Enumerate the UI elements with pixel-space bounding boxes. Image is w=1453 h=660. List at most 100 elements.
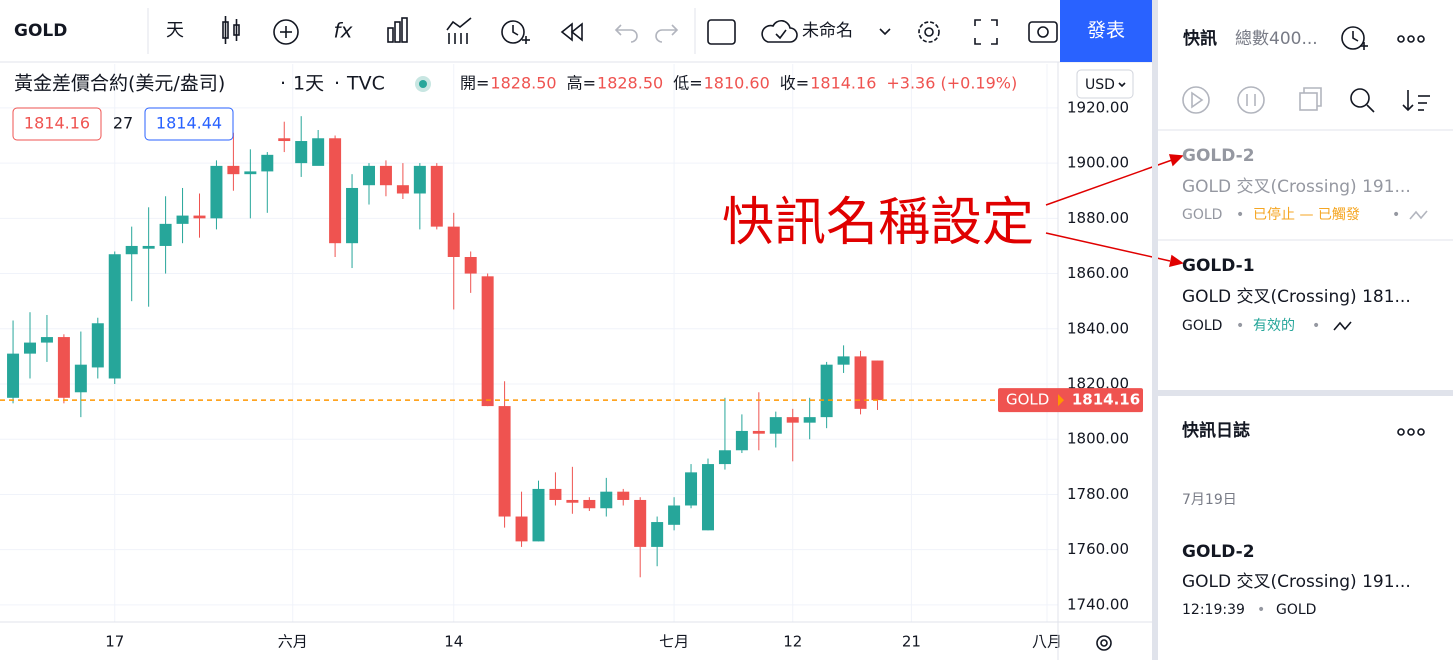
candle-body xyxy=(634,499,647,547)
bid-price[interactable]: 1814.16 xyxy=(24,114,90,133)
dot: · xyxy=(334,73,340,95)
candle-body xyxy=(871,360,884,401)
clone-icon[interactable] xyxy=(1299,87,1322,111)
alert-icon[interactable] xyxy=(501,20,530,44)
ohlc-value: 1828.50 xyxy=(597,74,663,93)
undo-icon[interactable] xyxy=(614,24,638,43)
candle-type-icon[interactable] xyxy=(222,16,240,44)
candle-body xyxy=(57,337,70,398)
candle-body xyxy=(701,464,714,531)
pause-icon[interactable] xyxy=(1237,86,1265,114)
candle-body xyxy=(515,516,528,542)
ohlc-label: 開= xyxy=(460,74,489,93)
candle-body xyxy=(786,417,799,423)
spread: 27 xyxy=(113,114,133,133)
candle-body xyxy=(854,356,867,409)
annotation-arrows xyxy=(1045,154,1184,268)
candle-body xyxy=(24,342,37,354)
last-price-symbol: GOLD xyxy=(1006,391,1049,409)
interval-button[interactable]: 天 xyxy=(166,20,184,41)
symbol[interactable]: GOLD xyxy=(14,21,67,41)
compare-icon[interactable] xyxy=(446,17,472,44)
candle-body xyxy=(125,245,138,255)
log-name[interactable]: GOLD-2 xyxy=(1182,542,1255,562)
layout-dropdown[interactable] xyxy=(879,28,891,36)
candle-body xyxy=(176,215,189,224)
replay-icon[interactable] xyxy=(560,22,583,42)
add-indicator-icon[interactable] xyxy=(273,19,299,45)
candle-body xyxy=(498,406,511,517)
fullscreen-layout-icon[interactable] xyxy=(707,19,736,45)
candle-body xyxy=(752,430,765,434)
currency-dropdown[interactable] xyxy=(1118,82,1126,88)
candle-body xyxy=(379,165,392,186)
y-tick-label: 1780.00 xyxy=(1067,485,1129,503)
sort-icon[interactable] xyxy=(1402,90,1430,112)
start-icon[interactable] xyxy=(1182,86,1210,114)
ohlc-label: 收= xyxy=(780,74,809,93)
search-icon[interactable] xyxy=(1350,88,1375,113)
templates-icon[interactable] xyxy=(387,17,408,43)
candle-body xyxy=(346,187,359,244)
more-icon[interactable] xyxy=(1397,428,1425,436)
candle-body xyxy=(532,488,545,542)
currency-label[interactable]: USD xyxy=(1085,77,1115,93)
chart-interval: 1天 xyxy=(293,73,324,95)
axis-settings-icon[interactable] xyxy=(1096,635,1112,651)
y-tick-label: 1820.00 xyxy=(1067,375,1129,393)
candle-body xyxy=(651,522,664,547)
alert-name[interactable]: GOLD-1 xyxy=(1182,256,1255,276)
candle-body xyxy=(108,254,121,379)
ohlc-legend: 開= 1828.50 高= 1828.50 低= 1810.60 收= 1814.16 +3.3… xyxy=(460,74,1017,93)
y-tick-label: 1880.00 xyxy=(1067,209,1129,227)
x-tick-label: 14 xyxy=(444,633,463,651)
indicators-icon[interactable]: fx xyxy=(334,19,353,43)
candle-body xyxy=(329,138,342,244)
snapshot-icon[interactable] xyxy=(1028,21,1058,43)
fullscreen-icon[interactable] xyxy=(974,19,998,45)
bid-box[interactable] xyxy=(12,107,102,141)
candle-body xyxy=(142,245,155,249)
cloud-icon[interactable] xyxy=(761,20,798,43)
candle-body xyxy=(583,499,596,509)
ohlc-value: 1810.60 xyxy=(704,74,770,93)
candle-body xyxy=(227,165,240,175)
alert-status: 已停止 — 已觸發 xyxy=(1253,206,1360,223)
candle-body xyxy=(430,165,443,227)
alert-symbol: GOLD xyxy=(1182,207,1222,223)
ohlc-value: 1828.50 xyxy=(490,74,556,93)
ohlc-label: 高= xyxy=(567,74,596,93)
alerts-total: 總數400... xyxy=(1235,29,1318,49)
crossing-icon xyxy=(1333,321,1352,331)
log-time: 12:19:39 xyxy=(1182,602,1245,618)
candle-body xyxy=(210,165,223,219)
settings-icon[interactable] xyxy=(918,21,940,43)
publish-label[interactable]: 發表 xyxy=(1087,20,1125,42)
candle-body xyxy=(396,185,409,194)
y-tick-label: 1860.00 xyxy=(1067,264,1129,282)
y-tick-label: 1740.00 xyxy=(1067,595,1129,613)
ask-price[interactable]: 1814.44 xyxy=(156,114,222,133)
publish-button[interactable] xyxy=(1060,0,1152,62)
panel-divider xyxy=(1158,390,1453,396)
alert-status: 有效的 xyxy=(1253,318,1295,334)
x-tick-label: 21 xyxy=(902,633,921,651)
panel-divider xyxy=(1152,0,1158,660)
more-icon[interactable] xyxy=(1397,35,1425,43)
candle-body xyxy=(312,138,325,166)
x-tick-label: 六月 xyxy=(278,633,308,651)
dot: • xyxy=(1236,207,1244,223)
add-alert-icon[interactable] xyxy=(1341,26,1368,50)
candle-body xyxy=(718,450,731,465)
candle-body xyxy=(600,491,613,509)
candle-body xyxy=(617,491,630,500)
alert-name[interactable]: GOLD-2 xyxy=(1182,146,1255,166)
x-tick-label: 七月 xyxy=(659,633,689,651)
log-condition: GOLD 交叉(Crossing) 191... xyxy=(1182,572,1411,592)
currency-button[interactable] xyxy=(1076,69,1134,99)
layout-name[interactable]: 未命名 xyxy=(802,21,853,41)
redo-icon[interactable] xyxy=(655,24,679,43)
ask-box[interactable] xyxy=(144,107,234,141)
dot: • xyxy=(1312,318,1320,334)
candle-body xyxy=(769,417,782,434)
